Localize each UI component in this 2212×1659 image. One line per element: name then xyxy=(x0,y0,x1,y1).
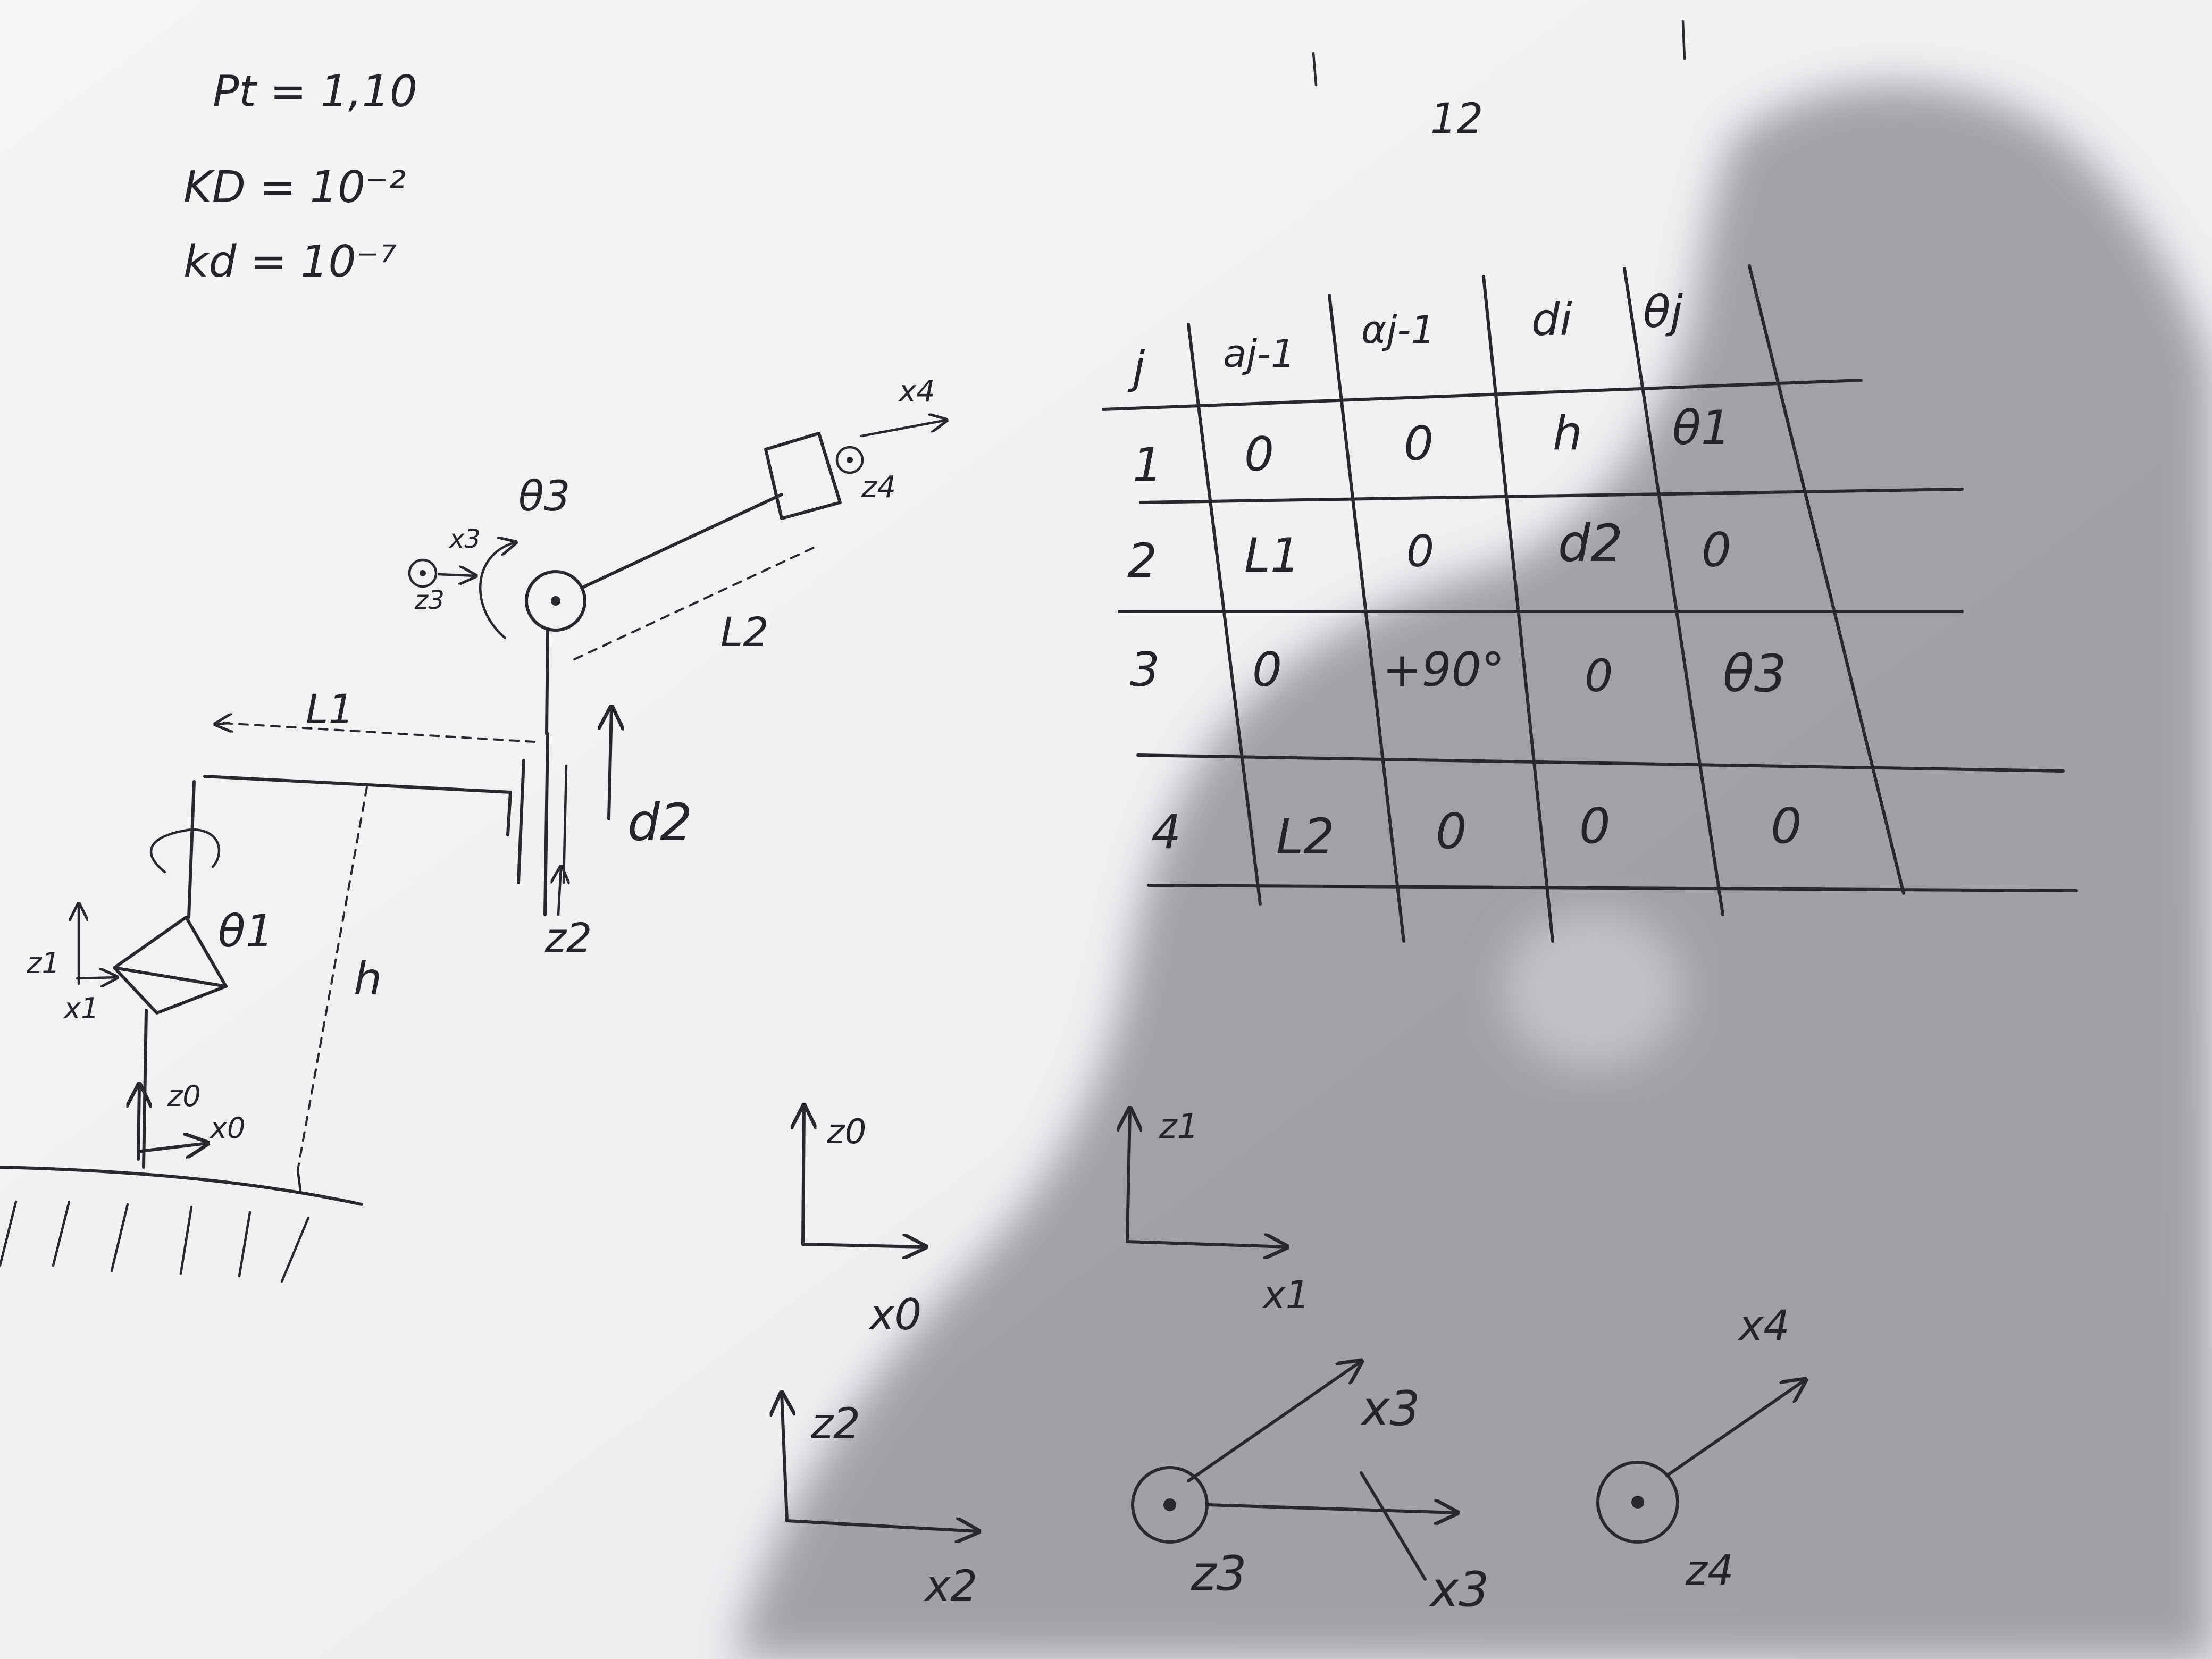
th-a: aj-1 xyxy=(1223,331,1295,376)
th-d: di xyxy=(1531,294,1572,346)
row3-a: 0 xyxy=(1252,642,1282,697)
row4-d: 0 xyxy=(1579,798,1611,854)
row1-d: h xyxy=(1553,406,1582,460)
shadow-highlight xyxy=(1502,909,1683,1069)
row2-theta: 0 xyxy=(1702,523,1731,577)
label-x3: x3 xyxy=(448,524,481,554)
row4-a: L2 xyxy=(1276,808,1335,865)
label-z2: z2 xyxy=(544,914,592,961)
row3-j: 3 xyxy=(1130,642,1160,697)
row1-j: 1 xyxy=(1133,438,1162,492)
frame2-x: x2 xyxy=(924,1561,977,1611)
frame1-x: x1 xyxy=(1262,1272,1310,1317)
label-x1: x1 xyxy=(63,992,99,1025)
row1-theta: θ1 xyxy=(1672,400,1731,455)
th-theta: θj xyxy=(1643,286,1683,338)
frame4-z: z4 xyxy=(1685,1547,1734,1595)
frame3-x-crossed: x3 xyxy=(1429,1562,1489,1618)
row4-j: 4 xyxy=(1151,805,1181,859)
label-x0: x0 xyxy=(209,1111,245,1145)
label-z0: z0 xyxy=(167,1079,201,1113)
row3-d: 0 xyxy=(1585,650,1613,702)
row1-alpha: 0 xyxy=(1404,416,1434,471)
frame1-z: z1 xyxy=(1159,1107,1199,1146)
label-L2: L2 xyxy=(720,608,769,656)
frame3-z: z3 xyxy=(1191,1546,1247,1602)
page-number: 12 xyxy=(1430,95,1483,143)
row2-alpha: 0 xyxy=(1406,526,1434,577)
label-d2: d2 xyxy=(627,793,692,852)
row1-a: 0 xyxy=(1244,427,1274,482)
label-theta3: θ3 xyxy=(518,473,570,521)
label-x4: x4 xyxy=(898,374,935,409)
row2-d: d2 xyxy=(1558,514,1623,573)
row2-a: L1 xyxy=(1244,528,1300,583)
label-z1: z1 xyxy=(26,946,60,980)
row3-theta: θ3 xyxy=(1723,644,1787,703)
row4-alpha: 0 xyxy=(1436,803,1467,860)
param-kd: KD = 10⁻² xyxy=(183,162,406,213)
param-kd-small: kd = 10⁻⁷ xyxy=(183,237,397,287)
label-z3: z3 xyxy=(414,585,445,615)
label-L1: L1 xyxy=(306,685,354,733)
label-theta1: θ1 xyxy=(218,905,274,957)
frame4-x: x4 xyxy=(1737,1302,1790,1350)
frame0-z: z0 xyxy=(826,1112,866,1152)
th-alpha: αj-1 xyxy=(1361,307,1435,352)
label-z4: z4 xyxy=(861,470,896,505)
frame3-x-up: x3 xyxy=(1360,1381,1420,1437)
row2-j: 2 xyxy=(1127,533,1157,588)
row4-theta: 0 xyxy=(1771,798,1802,854)
label-h: h xyxy=(354,953,382,1005)
param-pt: Pt = 1,10 xyxy=(213,66,417,117)
frame0-x: x0 xyxy=(868,1290,921,1339)
row3-alpha: +90° xyxy=(1382,642,1505,697)
frame2-z: z2 xyxy=(810,1399,860,1448)
